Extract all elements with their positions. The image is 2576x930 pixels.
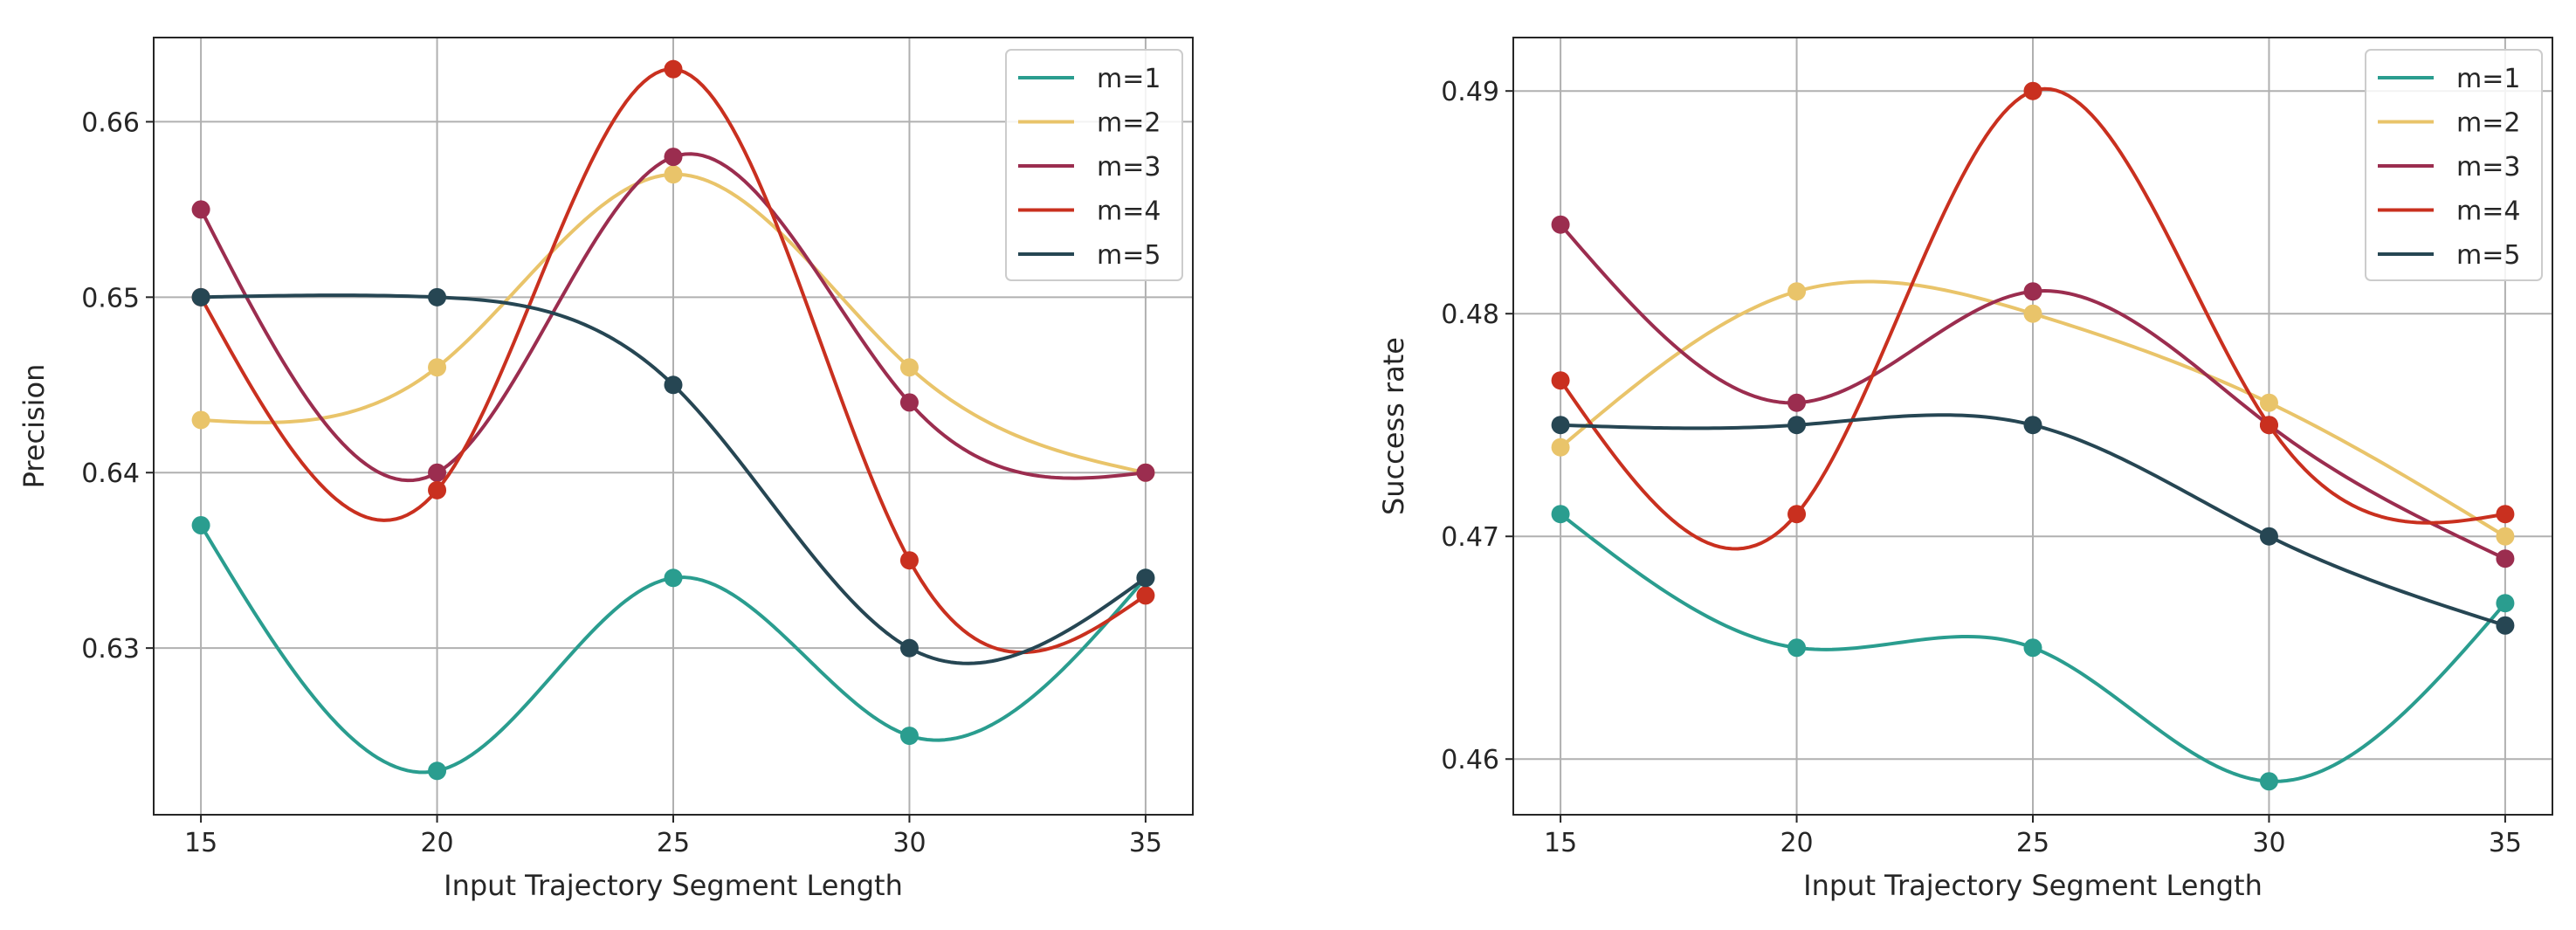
- data-point: [1551, 215, 1570, 234]
- data-point: [428, 480, 447, 499]
- data-point: [2023, 304, 2042, 323]
- legend-box: [1005, 49, 1183, 281]
- legend: m=1 m=2 m=3 m=4 m=5: [1005, 49, 1183, 281]
- legend-box: [2365, 49, 2543, 281]
- data-point: [899, 551, 919, 570]
- y-tick-label: 0.65: [81, 283, 140, 313]
- x-tick-label: 20: [1780, 828, 1813, 858]
- y-tick-label: 0.64: [81, 458, 140, 489]
- data-point: [899, 638, 919, 658]
- data-point: [2259, 416, 2278, 435]
- axes-frame: [1512, 37, 2553, 816]
- data-point: [191, 200, 210, 219]
- data-point: [2023, 638, 2042, 658]
- legend-label: m=1: [2456, 64, 2520, 94]
- data-point: [1551, 416, 1570, 435]
- legend-label: m=5: [1097, 240, 1161, 271]
- data-point: [428, 761, 447, 781]
- legend-label: m=1: [1097, 64, 1161, 94]
- x-axis-title: Input Trajectory Segment Length: [444, 869, 903, 902]
- x-tick-label: 25: [657, 828, 690, 858]
- data-point: [664, 165, 683, 184]
- data-point: [664, 568, 683, 588]
- legend-label: m=5: [2456, 240, 2520, 271]
- y-tick-label: 0.66: [81, 107, 140, 138]
- data-point: [2496, 594, 2515, 613]
- chart-2: 15 20 25 30 35 0.46 0.47 0.48 0.49 Input Trajecto…: [1377, 37, 2553, 902]
- data-point: [1787, 282, 1807, 301]
- data-point: [1551, 505, 1570, 524]
- data-point: [2496, 549, 2515, 568]
- x-tick-label: 35: [2489, 828, 2522, 858]
- legend-label: m=2: [2456, 108, 2520, 139]
- data-point: [1551, 437, 1570, 457]
- data-point: [1787, 505, 1807, 524]
- y-tick-label: 0.63: [81, 634, 140, 665]
- data-point: [899, 393, 919, 412]
- data-point: [2259, 527, 2278, 546]
- y-tick-label: 0.47: [1441, 522, 1499, 553]
- legend-label: m=3: [1097, 152, 1161, 183]
- data-point: [2496, 505, 2515, 524]
- data-point: [2496, 616, 2515, 635]
- legend-label: m=4: [2456, 196, 2520, 227]
- data-point: [2496, 527, 2515, 546]
- data-point: [664, 59, 683, 79]
- y-tick-label: 0.49: [1441, 77, 1499, 107]
- data-point: [2023, 416, 2042, 435]
- data-point: [428, 358, 447, 377]
- data-point: [2023, 81, 2042, 100]
- data-point: [899, 727, 919, 746]
- data-point: [1136, 568, 1155, 588]
- data-point: [191, 410, 210, 430]
- data-point: [1787, 638, 1807, 658]
- data-point: [1787, 416, 1807, 435]
- y-tick-label: 0.48: [1441, 300, 1499, 330]
- data-point: [191, 516, 210, 535]
- data-point: [1787, 393, 1807, 412]
- legend-label: m=4: [1097, 196, 1161, 227]
- legend-label: m=2: [1097, 108, 1161, 139]
- data-point: [664, 148, 683, 167]
- data-point: [664, 375, 683, 395]
- chart-1: 15 20 25 30 35 0.63 0.64 0.65 0.66 Input Trajecto…: [17, 37, 1194, 902]
- data-point: [1136, 463, 1155, 482]
- data-point: [1136, 586, 1155, 605]
- data-point: [2259, 772, 2278, 791]
- x-tick-label: 20: [420, 828, 453, 858]
- x-axis-title: Input Trajectory Segment Length: [1803, 869, 2263, 902]
- y-tick-label: 0.46: [1441, 745, 1499, 775]
- data-point: [428, 463, 447, 482]
- x-tick-label: 15: [1544, 828, 1577, 858]
- data-point: [428, 287, 447, 307]
- data-point: [899, 358, 919, 377]
- axes-frame: [153, 37, 1194, 816]
- x-tick-label: 15: [184, 828, 217, 858]
- x-tick-label: 25: [2016, 828, 2049, 858]
- legend-label: m=3: [2456, 152, 2520, 183]
- data-point: [1551, 371, 1570, 390]
- x-tick-label: 30: [892, 828, 926, 858]
- data-point: [2023, 282, 2042, 301]
- y-axis-title: Precision: [17, 364, 51, 489]
- x-tick-label: 35: [1129, 828, 1162, 858]
- data-point: [191, 287, 210, 307]
- x-tick-label: 30: [2252, 828, 2285, 858]
- data-point: [2259, 393, 2278, 412]
- legend: m=1 m=2 m=3 m=4 m=5: [2365, 49, 2543, 281]
- y-axis-title: Success rate: [1377, 337, 1410, 515]
